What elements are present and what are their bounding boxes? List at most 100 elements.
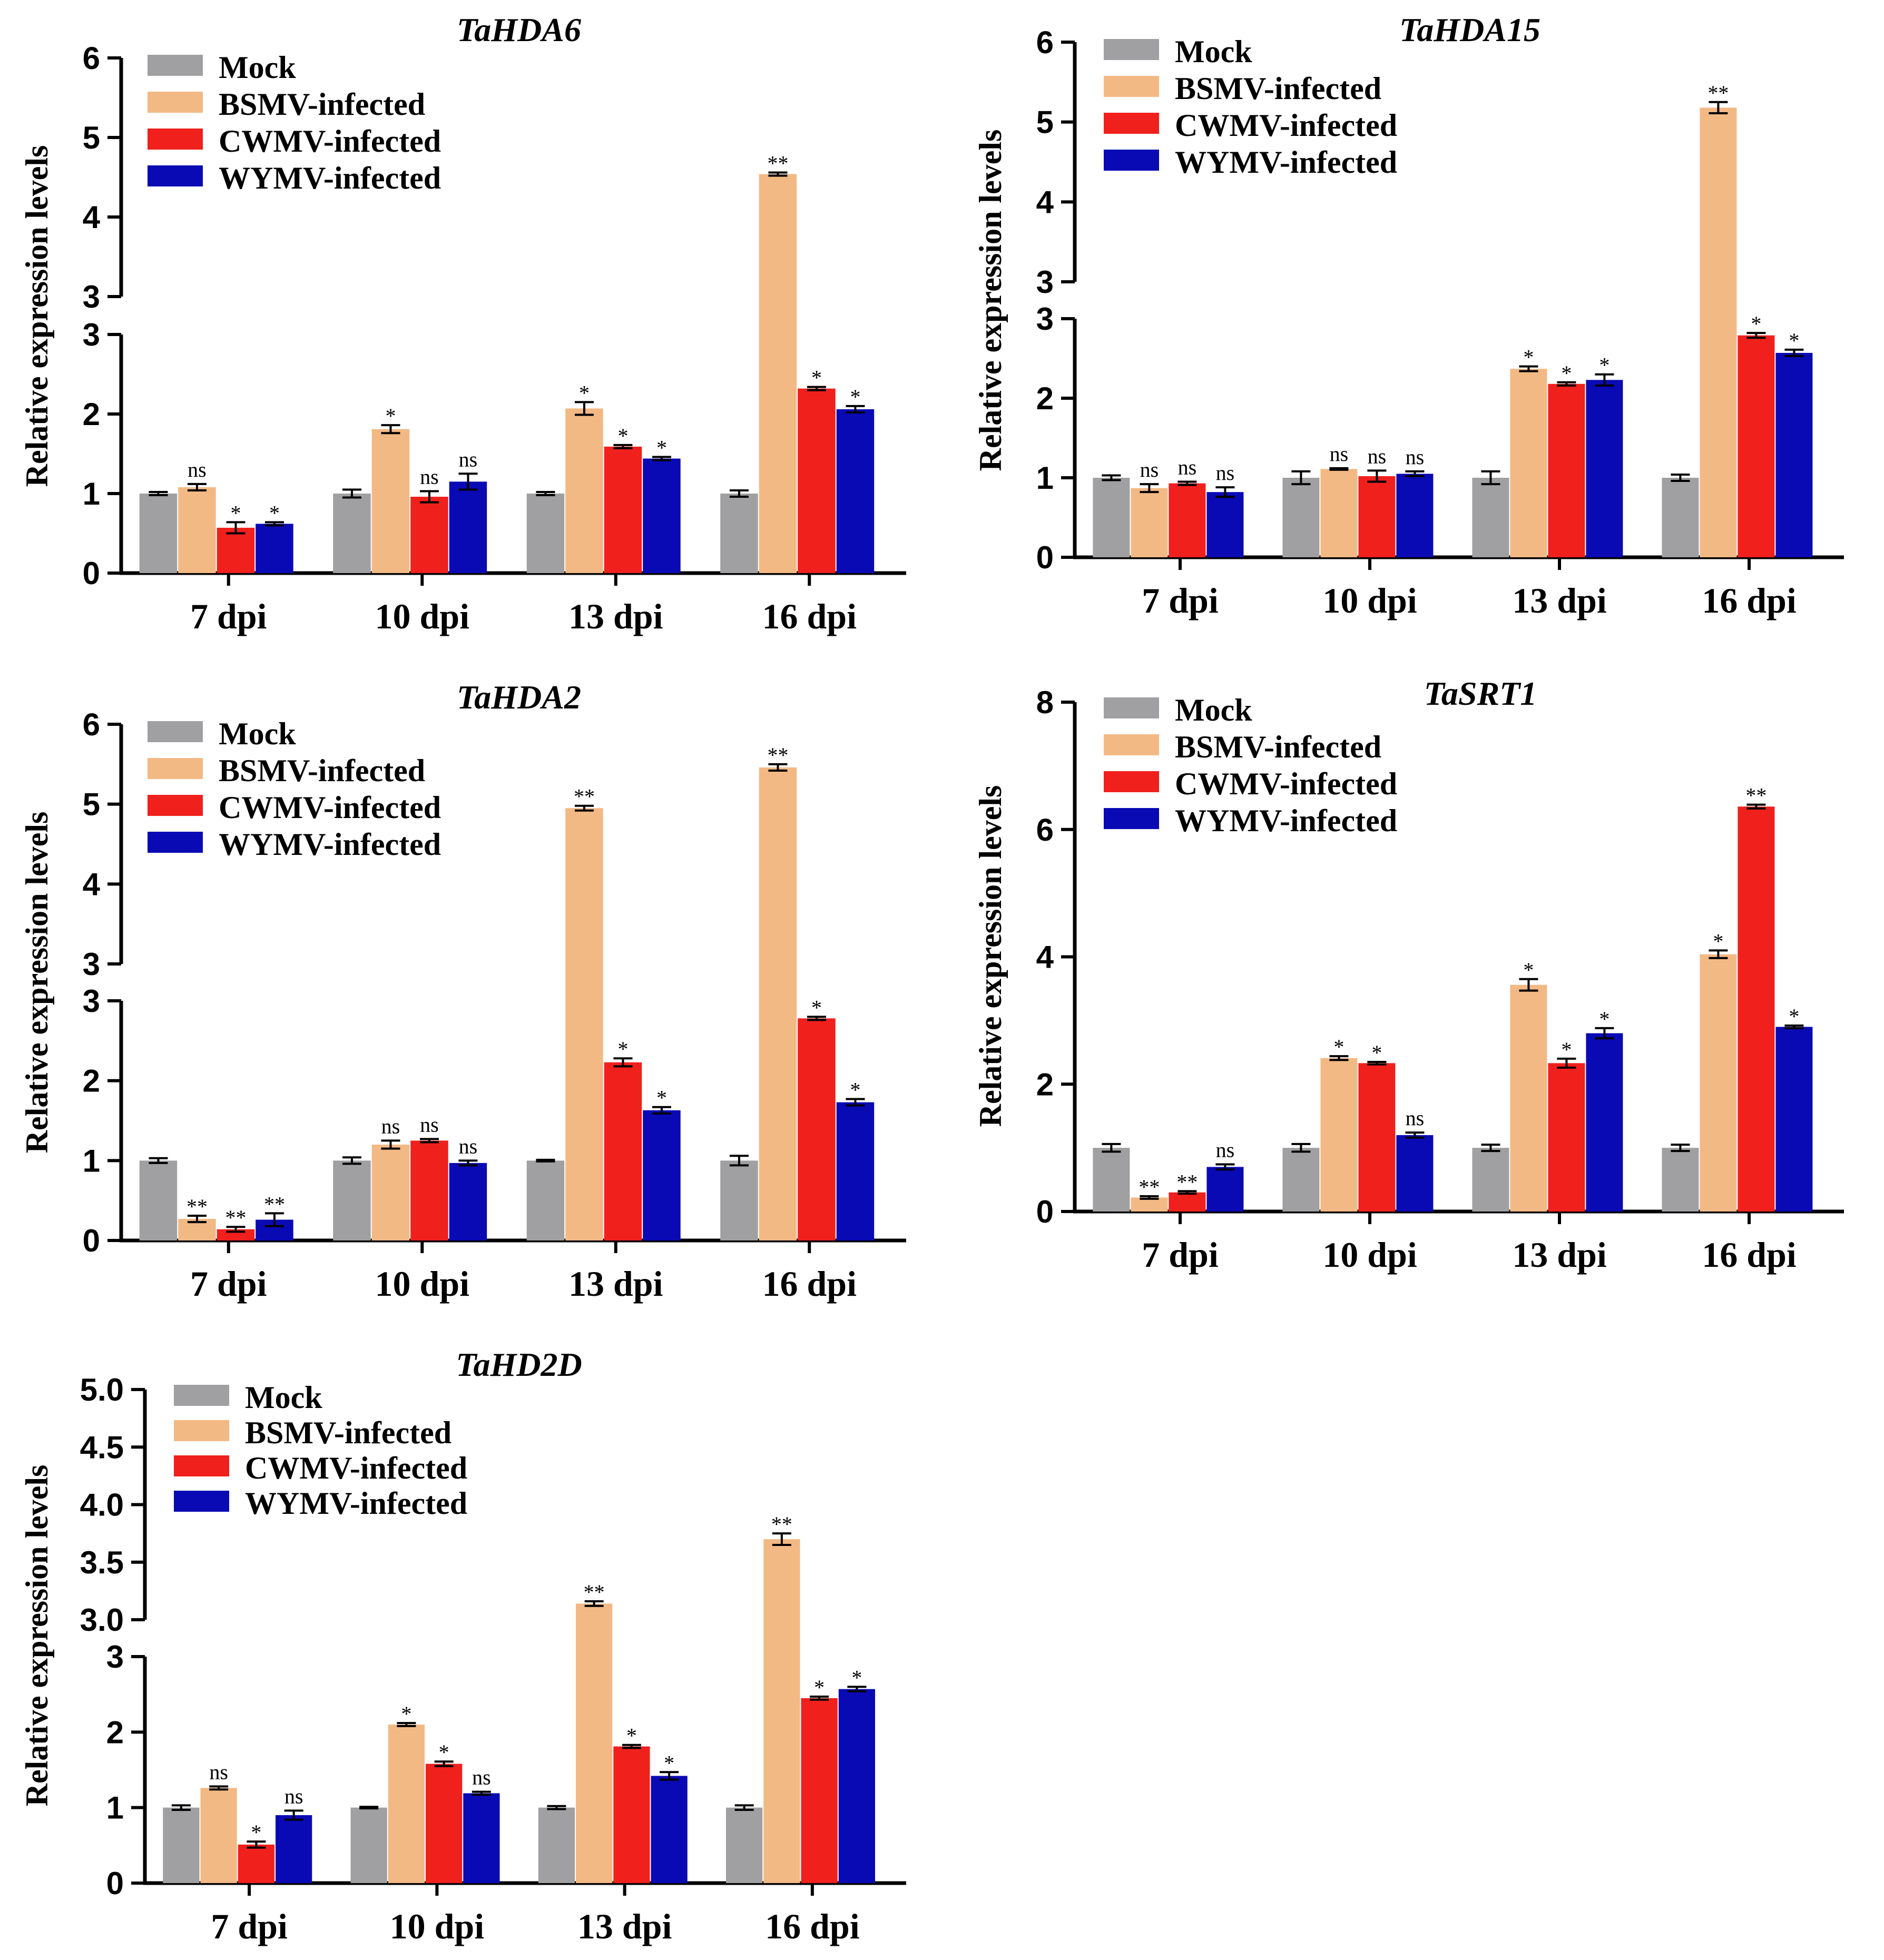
significance-label: **	[264, 1192, 285, 1216]
chart-title: TaHDA15	[1399, 11, 1540, 48]
x-tick-label: 13 dpi	[568, 1264, 663, 1304]
significance-label: **	[1745, 784, 1767, 807]
legend-swatch	[148, 795, 203, 816]
legend-swatch	[1104, 76, 1159, 97]
y-axis: 0 1 2 33 4 5 6	[1036, 25, 1077, 575]
bar-wymv-infected-7-dpi	[1206, 492, 1244, 557]
significance-label: ns	[1406, 1106, 1425, 1130]
y-tick-label: 0	[1036, 540, 1054, 575]
x-tick-label: 13 dpi	[1512, 580, 1607, 620]
significance-label: *	[439, 1740, 449, 1764]
y-tick-label: 3	[1036, 301, 1054, 337]
legend-label: CWMV-infected	[219, 124, 441, 159]
bar-mock-10-dpi	[1282, 1148, 1320, 1212]
legend-label: CWMV-infected	[219, 790, 441, 825]
significance-label: ns	[188, 458, 207, 481]
significance-label: *	[617, 424, 628, 448]
tahda6-chart: 0 1 2 33 4 5 6 Relative expression levels TaHDA6…	[19, 11, 906, 636]
bar-bsmv-infected-16-dpi	[1700, 954, 1737, 1212]
x-tick-label: 7 dpi	[1142, 1235, 1219, 1275]
x-tick-label: 13 dpi	[1512, 1235, 1607, 1275]
legend-label: WYMV-infected	[219, 161, 441, 195]
x-tick-label: 16 dpi	[765, 1906, 860, 1946]
bar-wymv-infected-10-dpi	[1396, 474, 1434, 557]
bars: ns*ns**ns******* *	[163, 1512, 875, 1883]
bar-cwmv-infected-10-dpi	[1358, 476, 1396, 557]
significance-label: **	[225, 1206, 246, 1229]
legend-swatch	[148, 721, 203, 742]
significance-label: *	[1599, 1007, 1610, 1031]
y-tick-label: 0	[1036, 1194, 1054, 1229]
bar-bsmv-infected-16-dpi	[759, 767, 797, 1240]
x-tick-label: 10 dpi	[375, 1264, 469, 1304]
significance-label: *	[1333, 1035, 1344, 1059]
bar-bsmv-infected-7-dpi	[178, 487, 216, 573]
bar-mock-7-dpi	[139, 1160, 178, 1240]
legend-label: BSMV-infected	[219, 87, 425, 122]
bar-mock-7-dpi	[163, 1807, 200, 1883]
x-tick-label: 10 dpi	[390, 1906, 485, 1946]
bar-mock-13-dpi	[526, 1160, 565, 1240]
y-tick-label: 2	[1036, 381, 1054, 416]
y-tick-label: 3	[83, 983, 100, 1019]
significance-label: *	[1523, 958, 1534, 982]
bar-mock-7-dpi	[1093, 1148, 1130, 1212]
legend-swatch	[174, 1455, 229, 1476]
y-axis-label: Relative expression levels	[19, 1465, 54, 1807]
bar-bsmv-infected-10-dpi	[371, 429, 410, 573]
bar-cwmv-infected-16-dpi	[1738, 806, 1775, 1212]
tahd2d-chart: 0 1 2 33.0 3.5 4.0 4.5 5.0 Relative expression l…	[19, 1346, 906, 1946]
bar-cwmv-infected-16-dpi	[798, 1018, 836, 1240]
bar-cwmv-infected-13-dpi	[604, 446, 642, 573]
bar-cwmv-infected-16-dpi	[1738, 335, 1775, 557]
legend-swatch	[148, 129, 203, 150]
legend-swatch	[1104, 734, 1159, 755]
bar-wymv-infected-16-dpi	[838, 1689, 875, 1883]
bar-cwmv-infected-10-dpi	[1358, 1063, 1396, 1212]
significance-label: **	[1708, 81, 1729, 105]
bar-bsmv-infected-10-dpi	[371, 1145, 410, 1240]
legend-swatch	[1104, 113, 1159, 134]
significance-label: ns	[1368, 444, 1387, 468]
legend-label: BSMV-infected	[219, 753, 425, 788]
legend-swatch	[148, 832, 203, 853]
y-axis: 0 2 4 6 8	[1036, 685, 1077, 1229]
y-tick-label: 4	[1036, 184, 1054, 220]
y-tick-label: 1	[83, 476, 100, 511]
x-tick-label: 7 dpi	[211, 1906, 288, 1946]
legend-label: Mock	[219, 716, 296, 751]
legend-label: BSMV-infected	[245, 1415, 452, 1450]
bar-mock-13-dpi	[538, 1807, 575, 1883]
bar-cwmv-infected-7-dpi	[1169, 483, 1206, 557]
significance-label: ns	[459, 447, 478, 471]
bar-wymv-infected-13-dpi	[643, 458, 681, 573]
y-tick-label: 2	[106, 1715, 124, 1750]
y-axis: 0 1 2 33.0 3.5 4.0 4.5 5.0	[80, 1372, 147, 1901]
y-tick-label: 1	[1036, 460, 1054, 496]
legend: MockBSMV-infectedCWMV-infectedWYMV-infec…	[1104, 34, 1397, 180]
x-tick-label: 7 dpi	[190, 596, 267, 636]
bars: ** **ns* *ns*******	[1093, 784, 1813, 1212]
x-tick-label: 16 dpi	[762, 596, 857, 636]
y-tick-label: 2	[83, 1063, 100, 1099]
significance-label: ns	[284, 1784, 303, 1808]
y-tick-label: 8	[1036, 685, 1054, 720]
legend-label: CWMV-infected	[1175, 766, 1397, 801]
bar-wymv-infected-7-dpi	[1206, 1167, 1244, 1212]
legend-label: BSMV-infected	[1175, 730, 1381, 764]
significance-label: ns	[1178, 456, 1197, 479]
y-axis-label: Relative expression levels	[973, 130, 1008, 471]
bar-wymv-infected-16-dpi	[836, 409, 875, 573]
y-tick-label: 6	[83, 41, 100, 76]
y-tick-label: 2	[1036, 1067, 1054, 1102]
x-tick-label: 10 dpi	[1322, 580, 1417, 620]
bar-wymv-infected-16-dpi	[836, 1102, 875, 1240]
significance-label: ns	[472, 1766, 491, 1789]
bar-mock-10-dpi	[350, 1807, 387, 1883]
bar-mock-13-dpi	[1472, 478, 1509, 557]
x-tick-label: 13 dpi	[568, 596, 663, 636]
